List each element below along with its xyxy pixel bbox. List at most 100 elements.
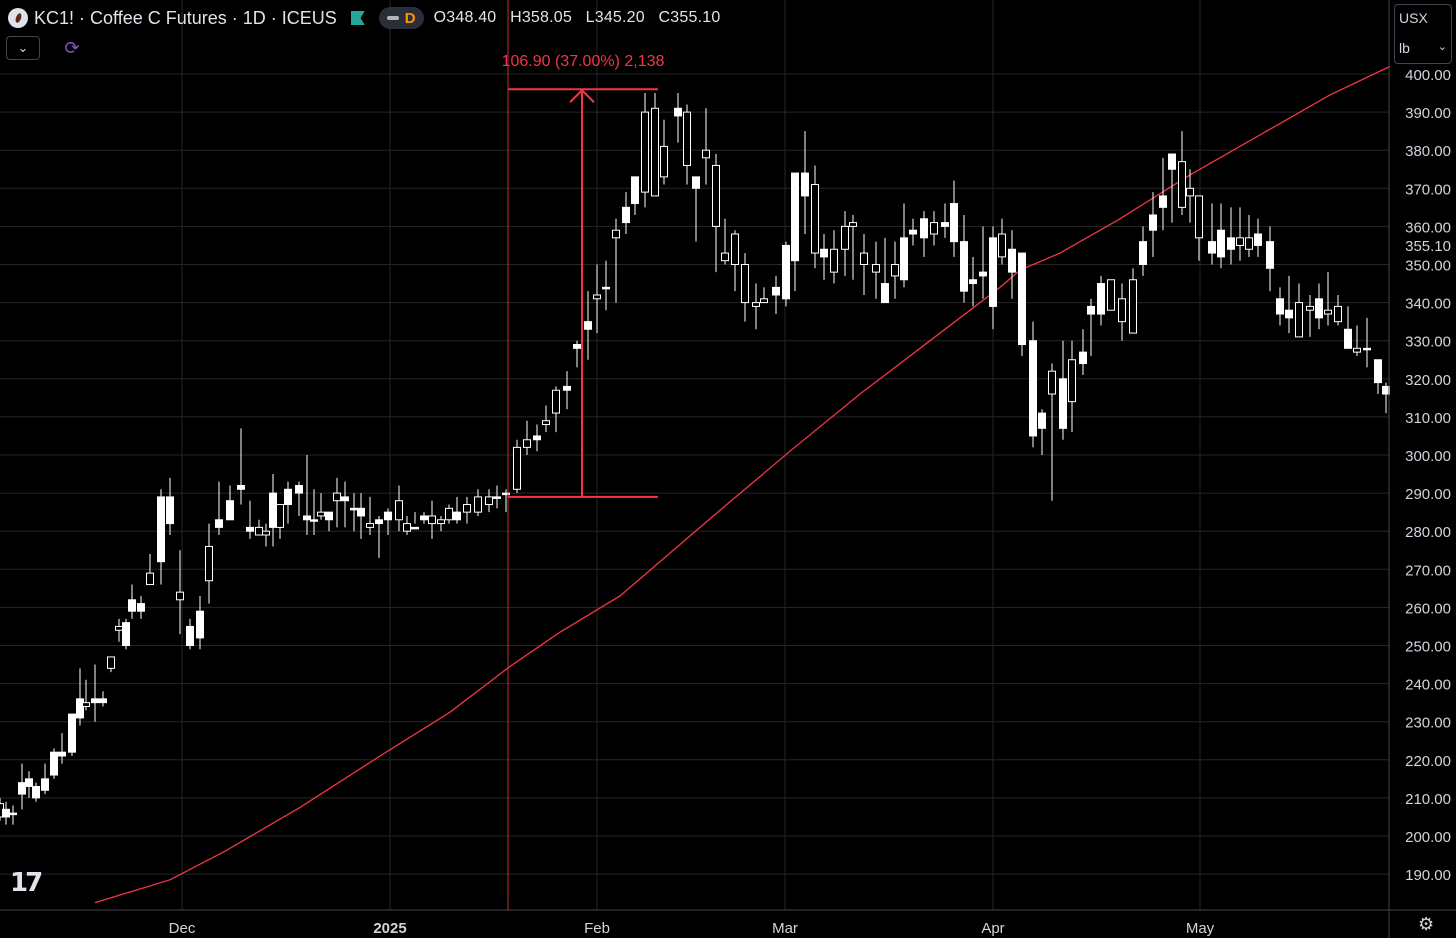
candle-body-down [1245,237,1253,250]
x-tick-label: 2025 [373,920,406,937]
candle [1236,207,1244,261]
high-value: H358.05 [510,9,572,26]
open-value: O348.40 [433,9,497,26]
candle-body-up [9,812,17,816]
candle-body-up [772,286,780,296]
candle-body-up [602,286,610,290]
candle [1315,283,1323,330]
flag-icon[interactable] [350,11,365,25]
candle-body-up [782,244,790,300]
candle [176,550,184,635]
candle [437,515,445,532]
candle-body-up [91,698,99,704]
candle [186,618,194,650]
candle-body-down [1324,309,1332,315]
sync-icon[interactable]: ⟳ [64,37,80,58]
candle-body-down [1107,279,1115,311]
candle-body-up [1079,351,1087,365]
candle-body-up [979,271,987,277]
candle-body-down [1118,298,1126,323]
candle [411,512,419,530]
candle-body-up [989,237,997,307]
candle [122,618,130,650]
candle-body-down [82,702,90,707]
candles [0,93,1390,825]
candle-body-down [262,530,270,536]
candle [25,771,33,798]
y-tick-label: 190.00 [1405,867,1451,884]
symbol-title[interactable]: KC1! · Coffee C Futures · 1D · ICEUS [34,7,337,28]
candle [1324,272,1332,326]
price-axis: 400.00 390.00 380.00 370.00 360.00 350.00 340.… [1388,0,1451,938]
data-status-pill[interactable]: D [378,7,424,29]
candle [930,211,938,246]
candle [891,241,899,299]
candle [1295,283,1303,338]
candle-body-down [872,264,880,273]
candle [741,253,749,322]
candle-body-up [941,222,949,227]
candle [1087,298,1095,356]
candle-body-down [683,111,691,166]
candle-body-up [1266,241,1274,269]
candle-body-up [622,206,630,224]
candle [146,554,154,586]
moving-average-line [94,65,1391,904]
candle [1059,340,1067,440]
candle-body-up [1217,229,1225,258]
collapse-legend-button[interactable]: ⌄ [6,36,40,60]
tradingview-logo-icon[interactable]: 17 [10,868,43,898]
candle [1276,287,1284,326]
candle-body-down [542,420,550,426]
candle-body-up [357,507,365,517]
candle-body-up [1344,328,1352,349]
candle [1118,283,1126,341]
candle [573,340,581,368]
candle-body-down [1236,237,1244,246]
candle [920,211,928,257]
candle-body-up [1285,309,1293,319]
y-tick-label: 280.00 [1405,524,1451,541]
close-value: C355.10 [658,9,721,26]
candle-body-down [998,233,1006,258]
y-tick-label: 230.00 [1405,715,1451,732]
candle-body-down [333,492,341,502]
current-price-label: 355.10 [1405,238,1451,255]
axis-unit-control[interactable]: USX lb ⌄ [1394,4,1452,64]
candle-body-up [50,751,58,776]
candle-body-up [325,511,333,521]
candle [969,256,977,307]
candle [453,496,461,524]
candle [841,211,849,276]
candle-body-down [1195,195,1203,239]
x-tick-label: Apr [981,920,1004,937]
candle-body-up [32,785,40,799]
unit-label[interactable]: lb [1399,40,1410,56]
candle [881,237,889,304]
candle-body-up [1315,298,1323,319]
candle-body-down [463,504,471,513]
candle [485,489,493,513]
candle-body-down [860,252,868,266]
candle-body-up [122,622,130,647]
currency-label[interactable]: USX [1399,10,1428,26]
settings-icon[interactable]: ⚙ [1418,914,1435,934]
candle-body-down [437,519,445,525]
candle [215,481,223,536]
y-tick-label: 370.00 [1405,181,1451,198]
candle-body-down [811,183,819,254]
candle-body-up [493,496,501,499]
candle-body-up [341,496,349,502]
candle-body-up [1168,153,1176,170]
candle [295,481,303,516]
candle [1068,340,1076,433]
candle [269,474,277,547]
candle-body-up [186,625,194,647]
candle [631,176,639,215]
candle-body-down [741,264,749,304]
candle [1217,203,1225,269]
candle [909,218,917,246]
x-tick-label: May [1186,920,1215,937]
candle-body-down [1178,161,1186,208]
